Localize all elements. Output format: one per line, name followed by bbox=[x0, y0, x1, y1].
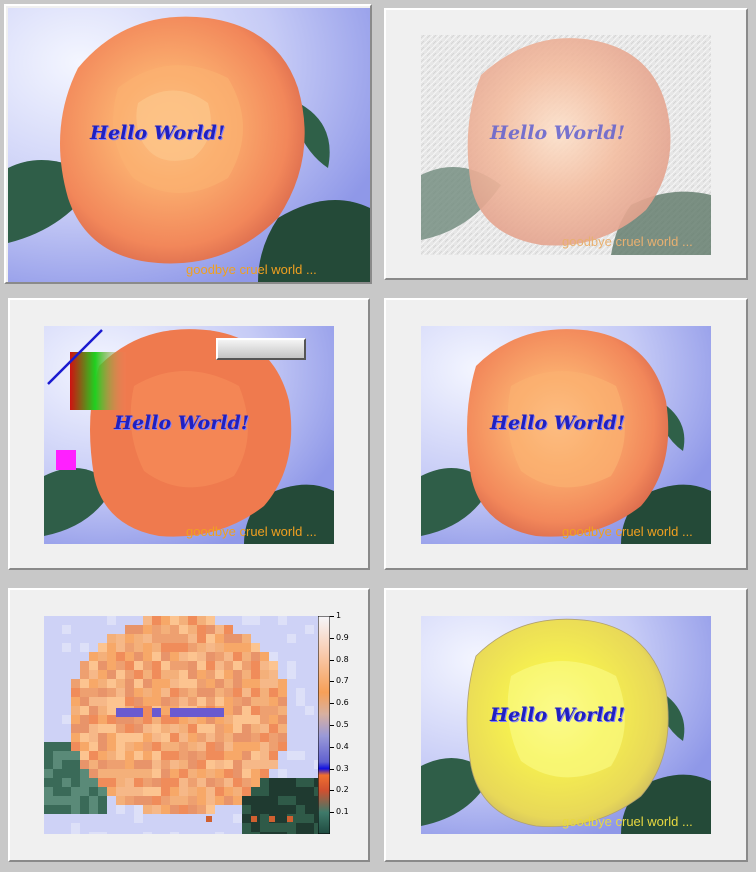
hello-text: Hello World! bbox=[490, 704, 626, 726]
rose-image-saturated bbox=[44, 326, 334, 544]
colorbar-tick-label: 0.7 bbox=[336, 676, 349, 686]
pad-embossed[interactable]: Hello World! goodbye cruel world ... bbox=[384, 8, 748, 280]
colorbar-tick-mark bbox=[330, 812, 334, 814]
color-palette-axis: 1 0.9 0.8 0.7 0.6 0.5 0.4 0.3 0.2 0.1 bbox=[318, 611, 366, 836]
rose-image-pixelated bbox=[44, 616, 318, 834]
pad-yellow[interactable]: Hello World! goodbye cruel world ... bbox=[384, 588, 748, 862]
embedded-button[interactable] bbox=[216, 338, 306, 360]
hello-text: Hello World! bbox=[490, 122, 626, 144]
rose-image-yellow bbox=[421, 616, 711, 834]
goodbye-text: goodbye cruel world ... bbox=[562, 234, 693, 249]
colorbar-tick-mark bbox=[330, 790, 334, 792]
goodbye-text: goodbye cruel world ... bbox=[562, 814, 693, 829]
colorbar-tick-mark bbox=[330, 703, 334, 705]
hello-text: Hello World! bbox=[490, 412, 626, 434]
rose-image bbox=[8, 8, 370, 282]
colorbar-tick-mark bbox=[330, 616, 334, 617]
colorbar-tick-label: 0.6 bbox=[336, 698, 349, 708]
colorbar-tick-label: 0.4 bbox=[336, 741, 349, 751]
colorbar-tick-label: 0.2 bbox=[336, 785, 349, 795]
colorbar-tick-mark bbox=[330, 768, 334, 770]
pad-copy[interactable]: Hello World! goodbye cruel world ... bbox=[384, 298, 748, 570]
goodbye-text: goodbye cruel world ... bbox=[186, 524, 317, 539]
colorbar-tick-mark bbox=[330, 746, 334, 748]
colorbar-tick-label: 0.9 bbox=[336, 632, 349, 642]
colorbar-tick-label: 0.5 bbox=[336, 720, 349, 729]
goodbye-text: goodbye cruel world ... bbox=[186, 262, 317, 277]
goodbye-text: goodbye cruel world ... bbox=[562, 524, 693, 539]
hello-text: Hello World! bbox=[90, 122, 226, 144]
colorbar-tick-label: 0.8 bbox=[336, 654, 349, 664]
colorbar-tick-mark bbox=[330, 681, 334, 683]
colorbar-tick-label: 1 bbox=[336, 611, 342, 620]
pad-original[interactable]: Hello World! goodbye cruel world ... bbox=[4, 4, 372, 284]
pad-drawing[interactable]: Hello World! goodbye cruel world ... bbox=[8, 298, 370, 570]
rose-image-faded bbox=[421, 35, 711, 255]
rose-image bbox=[421, 326, 711, 544]
colorbar-tick-mark bbox=[330, 659, 334, 661]
pad-pixelated[interactable]: 1 0.9 0.8 0.7 0.6 0.5 0.4 0.3 0.2 0.1 bbox=[8, 588, 370, 862]
colorbar-tick-label: 0.3 bbox=[336, 763, 349, 773]
hello-text: Hello World! bbox=[114, 412, 250, 434]
colorbar-tick-mark bbox=[330, 725, 334, 726]
colorbar-tick-mark bbox=[330, 637, 334, 639]
colorbar-tick-label: 0.1 bbox=[336, 807, 349, 817]
